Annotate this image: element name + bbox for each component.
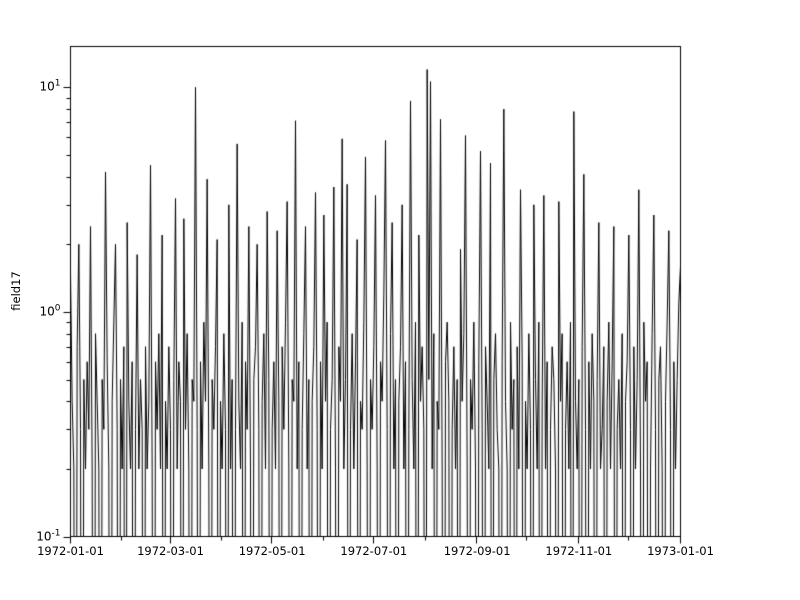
- x-tick-label: 1972-01-01: [37, 544, 104, 558]
- x-tick-label: 1973-01-01: [647, 544, 714, 558]
- x-tick-label: 1972-09-01: [443, 544, 511, 558]
- x-tick-label: 1972-07-01: [340, 544, 408, 558]
- x-tick-label: 1972-03-01: [137, 544, 204, 558]
- y-tick-label-1e0: 100: [39, 303, 61, 319]
- y-axis-title: field17: [9, 271, 23, 311]
- y-tick-label-1e1: 101: [39, 78, 61, 94]
- x-tick-label: 1972-11-01: [545, 544, 613, 558]
- y-tick-label-1e-1: 10-1: [36, 527, 61, 543]
- x-tick-label: 1972-05-01: [238, 544, 306, 558]
